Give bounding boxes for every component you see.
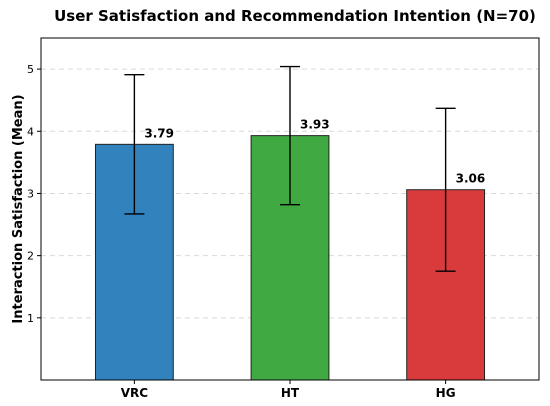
y-tick-label: 3 xyxy=(27,187,34,200)
data-label-hg: 3.06 xyxy=(456,172,486,186)
y-tick-label: 4 xyxy=(27,125,34,138)
data-label-layer: 3.79 3.93 3.06 xyxy=(144,118,485,186)
y-tick-layer: 1 2 3 4 5 xyxy=(27,63,41,325)
x-tick-label-hg: HG xyxy=(436,386,456,400)
y-tick-label: 5 xyxy=(27,63,34,76)
x-tick-label-vrc: VRC xyxy=(121,386,149,400)
y-axis-label: Interaction Satisfaction (Mean) xyxy=(11,94,26,323)
y-tick-label: 1 xyxy=(27,312,34,325)
error-bar-layer xyxy=(124,65,456,272)
x-tick-label-ht: HT xyxy=(281,386,300,400)
data-label-vrc: 3.79 xyxy=(144,126,174,140)
data-label-ht: 3.93 xyxy=(300,118,330,132)
chart-title: User Satisfaction and Recommendation Int… xyxy=(54,7,536,25)
x-tick-layer: VRC HT HG xyxy=(121,380,456,400)
y-tick-label: 2 xyxy=(27,250,34,263)
